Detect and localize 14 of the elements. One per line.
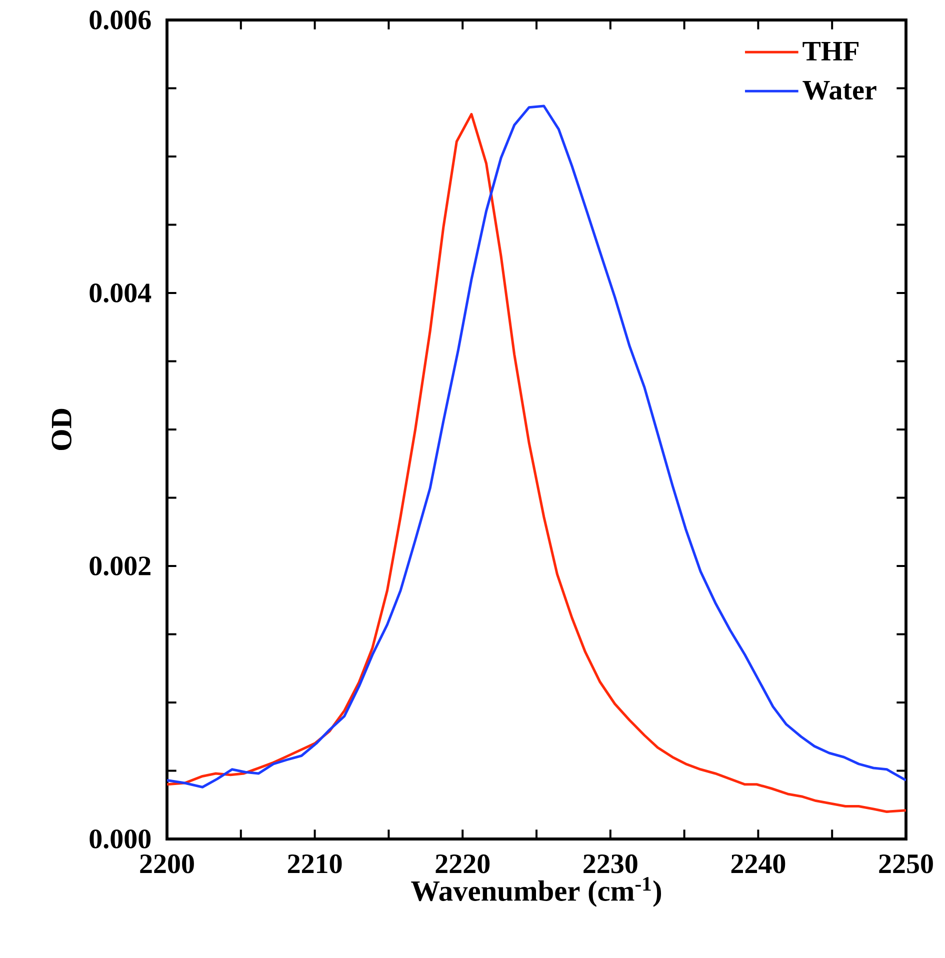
x-tick-label: 2200 bbox=[140, 854, 194, 874]
x-axis-title: Wavenumber (cm$^{-1}$) bbox=[411, 877, 662, 907]
legend-label: THF bbox=[802, 42, 858, 60]
y-tick-label: 0.002 bbox=[90, 556, 150, 576]
y-tick-label: 0.000 bbox=[90, 830, 151, 849]
y-tick-label: 0.004 bbox=[90, 284, 152, 303]
legend-label: Water bbox=[802, 80, 876, 100]
x-tick-label: 2250 bbox=[879, 854, 933, 874]
x-tick-label: 2220 bbox=[436, 854, 490, 874]
y-axis-title: OD bbox=[52, 408, 72, 450]
x-tick-label: 2240 bbox=[731, 854, 786, 874]
x-tick-label: 2210 bbox=[288, 854, 342, 874]
x-tick-label: 2230 bbox=[584, 854, 638, 874]
y-tick-label: 0.006 bbox=[90, 10, 151, 30]
